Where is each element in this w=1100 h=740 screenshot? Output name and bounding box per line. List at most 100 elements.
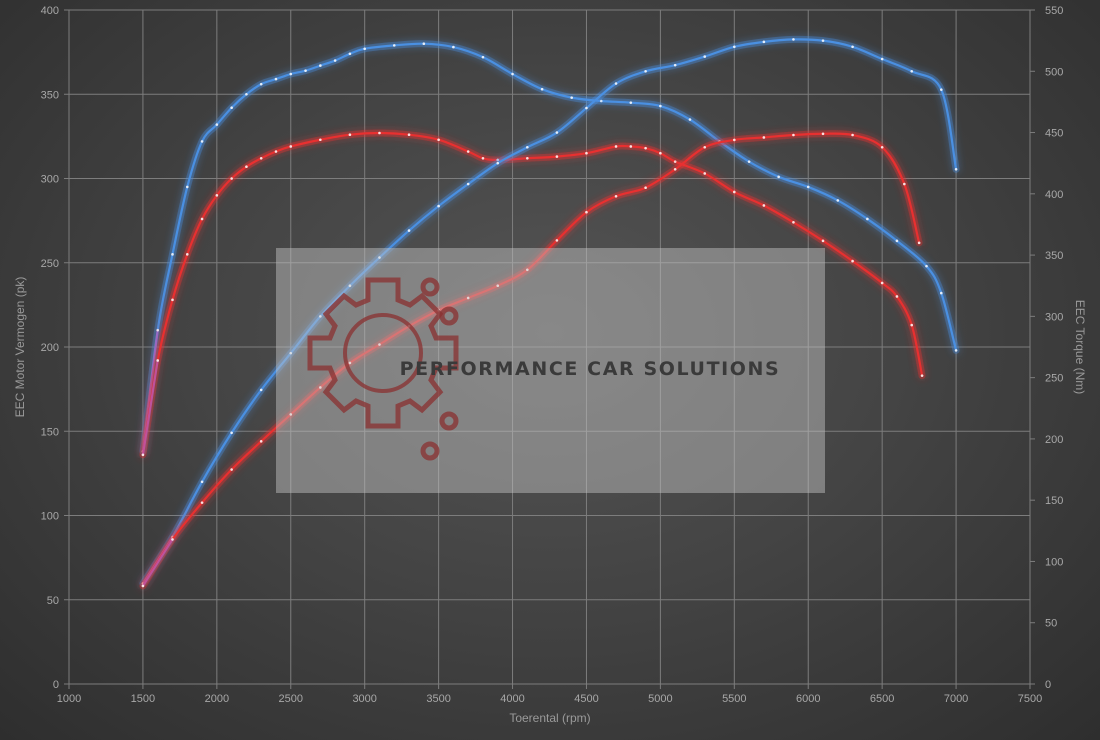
x-tick-label: 2000 [205,693,229,705]
right-tick-label: 150 [1045,495,1063,507]
right-tick-label: 100 [1045,556,1063,568]
series-point [526,156,529,160]
series-point [792,221,795,224]
series-point [585,106,588,110]
series-point [895,239,899,243]
series-point [215,123,219,126]
series-point [289,413,293,416]
series-3-stock-right [139,130,923,590]
series-point [496,284,500,288]
left-tick-label: 250 [41,258,59,270]
series-point [644,146,647,150]
series-point [259,156,263,160]
series-point [555,131,559,134]
x-tick-label: 2500 [279,693,303,705]
series-point [644,69,647,73]
left-tick-label: 350 [41,89,59,101]
x-tick-label: 6500 [870,693,894,705]
series-point [570,96,573,99]
series-point [348,361,352,365]
series-point [259,82,263,86]
series-point [555,155,559,158]
series-point [851,45,854,49]
right-tick-label: 250 [1045,373,1063,385]
series-start-segment [141,360,159,456]
left-tick-label: 200 [41,342,59,354]
x-axis-title: Toerental (rpm) [509,711,590,725]
series-point [895,295,899,298]
series-point [230,177,233,180]
series-point [319,138,322,142]
series-point [614,194,618,198]
left-tick-label: 150 [41,426,59,438]
right-tick-label: 300 [1045,311,1063,323]
x-tick-label: 7500 [1018,693,1042,705]
x-tick-label: 1500 [131,693,155,705]
right-tick-label: 550 [1045,5,1063,17]
series-point [614,82,618,85]
series-point [673,160,677,163]
series-point [866,217,869,221]
series-point [880,57,884,61]
x-tick-label: 1000 [57,693,81,705]
series-point [910,69,914,73]
series-point [917,241,921,245]
series-point [200,140,204,143]
series-point [289,145,293,148]
series-point [762,204,766,207]
series-point [378,343,381,346]
series-point [437,204,440,208]
series-point [259,440,263,443]
series-point [792,38,795,41]
series-point [821,132,825,136]
right-tick-label: 50 [1045,618,1057,630]
series-point [703,145,707,149]
series-line [141,132,921,588]
series-point [378,131,381,135]
series-point [733,190,736,194]
series-point [851,133,854,137]
series-point [939,88,943,91]
series-point [319,386,322,389]
x-axis-ticks: 1000 1500 2000 2500 3000 3500 4000 4500 5000 5500… [57,693,1042,705]
series-point [481,156,485,160]
series-point [363,47,366,51]
right-tick-label: 200 [1045,434,1063,446]
series-point [703,55,707,58]
series-point [200,501,204,504]
series-point [659,151,662,155]
series-point [762,136,766,139]
series-point [614,145,618,148]
series-point [215,194,219,197]
series-point [378,256,381,259]
series-point [599,99,603,103]
right-axis-ticks: 0 50 100 150 200 250 300 350 400 450 500 550 [1045,5,1063,691]
series-point [319,64,322,67]
series-point [733,138,736,142]
series-point [821,39,825,42]
series-point [230,431,233,435]
x-tick-label: 7000 [944,693,968,705]
series-point [777,175,780,179]
series-point [466,296,470,300]
x-tick-label: 4500 [574,693,598,705]
series-point [200,480,204,484]
series-point [903,182,906,186]
left-tick-label: 300 [41,174,59,186]
series-point [274,150,278,153]
series-point [806,185,810,189]
series-point [939,291,943,295]
left-tick-label: 400 [41,5,59,17]
series-point [511,72,514,76]
series-point [659,104,662,108]
right-tick-label: 0 [1045,679,1051,691]
watermark: PERFORMANCE CAR SOLUTIONS [276,248,825,493]
series-point [880,145,884,149]
series-point [836,199,840,202]
series-point [821,239,825,243]
series-point [348,52,352,56]
series-point [141,584,145,588]
series-point [910,323,914,327]
right-tick-label: 400 [1045,189,1063,201]
series-point [185,185,189,189]
